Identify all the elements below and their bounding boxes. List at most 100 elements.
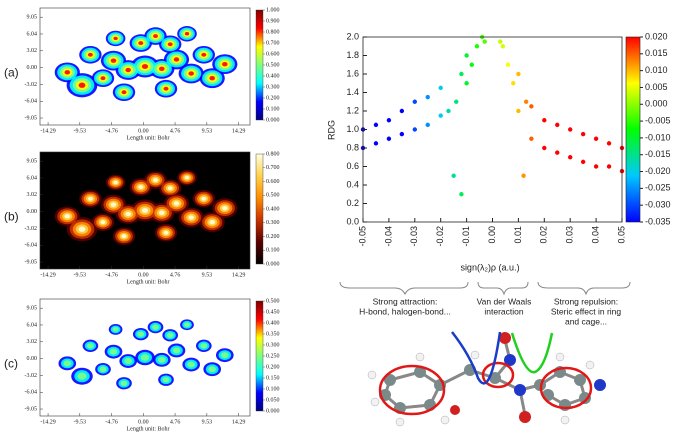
colorbar-tick-label: -0.015 xyxy=(645,149,671,159)
scatter-point xyxy=(521,173,526,178)
density-blob xyxy=(184,176,190,180)
colorbar-tick-label: -0.025 xyxy=(645,183,671,193)
braces xyxy=(339,281,631,296)
density-blob xyxy=(162,377,170,383)
density-blob xyxy=(172,347,181,354)
colorbar xyxy=(625,36,641,223)
colorbar-tick-label: -0.030 xyxy=(645,200,671,210)
scatter-point xyxy=(555,122,560,128)
y-tick-label: 0.2 xyxy=(346,198,359,208)
x-tick-label: -0.01 xyxy=(461,226,471,247)
colorbar-tick-label: 0.000 xyxy=(645,99,668,109)
density-blob xyxy=(141,64,149,69)
density-blob xyxy=(125,211,131,217)
density-blob xyxy=(110,58,117,63)
colorbar-tick-label: 0.020 xyxy=(645,31,668,41)
x-tick-label: -0.02 xyxy=(435,226,445,247)
colorbar-tick-label: 0.700 xyxy=(266,165,280,171)
y-tick-label: 9.05 xyxy=(27,306,38,312)
density-blob xyxy=(125,67,131,73)
density-blob xyxy=(187,361,195,368)
density-blob xyxy=(78,82,86,88)
density-blob xyxy=(167,42,173,47)
density-blob xyxy=(159,210,165,216)
colorbar-tick-label: 0.400 xyxy=(266,206,280,212)
scatter-point xyxy=(438,113,443,118)
x-tick-label: 9.53 xyxy=(202,128,213,134)
annotation: Steric effect in ring xyxy=(551,306,622,316)
colorbar-tick-label: 0.450 xyxy=(266,309,280,315)
scatter-point xyxy=(399,131,405,137)
density-blob xyxy=(167,186,173,191)
y-tick-label: 0.00 xyxy=(27,356,38,362)
x-tick-label: -0.05 xyxy=(357,226,367,247)
x-tick-label: 0.03 xyxy=(565,226,575,244)
colorbar-tick-label: 0.800 xyxy=(266,151,280,157)
density-blob xyxy=(221,352,229,359)
scatter-point xyxy=(555,150,560,155)
scatter-point xyxy=(516,108,521,114)
y-tick-label: -9.05 xyxy=(25,115,38,121)
density-blob xyxy=(77,372,87,380)
scatter-point xyxy=(511,81,516,86)
density-blob xyxy=(87,343,94,349)
density-map xyxy=(54,170,238,246)
x-tick-label: 14.29 xyxy=(232,419,246,425)
x-axis-label: sign(λ₂)ρ (a.u.) xyxy=(460,262,519,272)
colorbar-tick-label: 0.800 xyxy=(266,29,280,35)
panel-label: (c) xyxy=(4,357,18,371)
colorbar-tick-label: 0.500 xyxy=(266,62,280,68)
x-tick-label: -14.29 xyxy=(40,128,56,134)
density-blob xyxy=(209,76,215,81)
scatter-point xyxy=(474,44,480,49)
colorbar-tick-label: 0.100 xyxy=(266,248,280,254)
y-tick-label: 9.05 xyxy=(27,15,38,21)
colorbar-tick-label: 0.500 xyxy=(266,193,280,199)
density-map xyxy=(54,26,238,102)
colorbar-tick-label: 0.500 xyxy=(266,298,280,304)
y-tick-label: 0.8 xyxy=(346,142,359,152)
scatter-point xyxy=(425,94,430,100)
y-tick-label: -3.02 xyxy=(25,226,38,232)
x-tick-label: 14.29 xyxy=(232,272,246,278)
density-blob xyxy=(184,322,190,328)
x-tick-label: -9.53 xyxy=(74,419,87,425)
scatter-point xyxy=(606,141,612,146)
density-blob xyxy=(222,205,228,211)
colorbar-tick-label: 0.250 xyxy=(266,353,280,359)
x-tick-label: -4.76 xyxy=(105,128,118,134)
y-tick-label: 0.0 xyxy=(346,216,359,226)
scatter-point xyxy=(568,127,573,132)
y-tick-label: 0.00 xyxy=(27,65,38,71)
scatter-point xyxy=(464,81,469,86)
y-tick-label: 3.02 xyxy=(27,339,38,345)
y-tick-label: -3.02 xyxy=(25,82,38,88)
density-blob xyxy=(159,66,165,72)
density-blob xyxy=(163,230,169,235)
colorbar-tick-label: 0.400 xyxy=(266,320,280,326)
colorbar-tick-label: -0.005 xyxy=(645,115,671,125)
density-blob xyxy=(100,220,106,225)
annotation: Strong attraction: xyxy=(373,296,438,306)
scatter-point xyxy=(438,85,443,91)
y-tick-label: -3.02 xyxy=(25,373,38,379)
x-tick-label: 9.53 xyxy=(202,419,213,425)
x-tick-label: -0.03 xyxy=(409,226,419,247)
molecule xyxy=(367,331,606,427)
scatter-point xyxy=(482,39,487,44)
colorbar-tick-label: 0.600 xyxy=(266,51,280,57)
colorbar-tick-label: 0.050 xyxy=(266,397,280,403)
colorbar-tick-label: 0.000 xyxy=(266,261,280,267)
density-blob xyxy=(137,331,145,337)
colorbar-tick-label: 0.100 xyxy=(266,106,280,112)
y-tick-label: 0.00 xyxy=(27,209,38,215)
y-tick-label: 6.04 xyxy=(27,31,38,37)
y-tick-label: -6.04 xyxy=(25,99,38,105)
density-blob xyxy=(109,348,118,355)
scatter-point xyxy=(464,53,469,58)
scatter-point xyxy=(412,99,417,104)
y-tick-label: -9.05 xyxy=(25,406,38,412)
scatter-point xyxy=(505,62,511,67)
colorbar-tick-label: -0.020 xyxy=(645,166,671,176)
